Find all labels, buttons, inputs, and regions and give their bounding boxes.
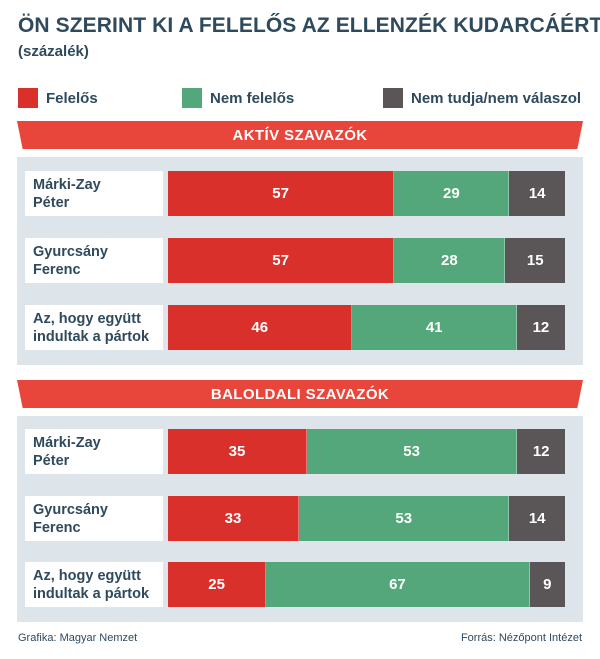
bar-value-label: 57 — [272, 252, 289, 269]
chart-subtitle: (százalék) — [18, 43, 89, 60]
bar-value-label: 33 — [224, 510, 242, 527]
row-label: Márki-Zay Péter — [33, 176, 101, 211]
bar-value-label: 25 — [208, 576, 225, 593]
bar-value-label: 12 — [532, 443, 550, 460]
section-header-left-wing-voters: BALOLDALI SZAVAZÓK — [17, 380, 583, 408]
bar-segment-not-responsible: 67 — [266, 562, 530, 607]
stacked-bar: 35 53 12 — [168, 429, 565, 474]
bar-value-label: 12 — [532, 319, 550, 336]
legend-label-responsible: Felelős — [46, 89, 98, 107]
bar-value-label: 53 — [395, 510, 413, 527]
bar-segment-dont-know: 15 — [505, 238, 565, 283]
legend-swatch-dont-know — [383, 88, 403, 108]
row-label: Gyurcsány Ferenc — [33, 243, 108, 278]
bar-value-label: 35 — [228, 443, 246, 460]
legend-label-not-responsible: Nem felelős — [210, 89, 295, 107]
row-label-box — [25, 562, 163, 607]
row-label: Márki-Zay Péter — [33, 434, 101, 469]
bar-segment-responsible: 57 — [168, 238, 395, 283]
bar-segment-responsible: 46 — [168, 305, 353, 350]
bar-segment-not-responsible: 41 — [352, 305, 517, 350]
stacked-bar: 57 28 15 — [168, 238, 565, 283]
row-label: Az, hogy együtt indultak a pártok — [33, 310, 150, 345]
source-text: Forrás: Nézőpont Intézet — [460, 632, 582, 644]
bar-value-label: 46 — [251, 319, 269, 336]
bar-segment-dont-know: 12 — [516, 305, 565, 350]
bar-segment-responsible: 57 — [168, 171, 395, 216]
bar-value-label: 67 — [389, 576, 406, 593]
bar-value-label: 28 — [441, 252, 458, 269]
section-header-active-voters: AKTÍV SZAVAZÓK — [17, 121, 583, 149]
legend-swatch-not-responsible — [182, 88, 202, 108]
bar-segment-responsible: 25 — [168, 562, 267, 607]
row-label: Az, hogy együtt indultak a pártok — [33, 567, 150, 602]
bar-value-label: 53 — [403, 443, 420, 460]
bar-segment-dont-know: 9 — [529, 562, 565, 607]
stacked-bar: 25 67 9 — [168, 562, 565, 607]
row-label-box — [25, 171, 163, 216]
row-label-box — [25, 429, 163, 474]
bar-value-label: 29 — [443, 185, 460, 202]
bar-value-label: 14 — [528, 185, 546, 202]
bar-segment-dont-know: 14 — [509, 171, 565, 216]
bar-segment-not-responsible: 28 — [394, 238, 506, 283]
bar-segment-not-responsible: 53 — [306, 429, 518, 474]
legend-item-responsible: Felelős — [18, 88, 98, 108]
bar-value-label: 9 — [543, 576, 552, 593]
bar-segment-dont-know: 14 — [509, 496, 565, 541]
legend-item-dont-know: Nem tudja/nem válaszol — [383, 88, 581, 108]
bar-segment-not-responsible: 29 — [394, 171, 510, 216]
row-label-box — [25, 305, 163, 350]
row-label-box — [25, 496, 163, 541]
stacked-bar: 57 29 14 — [168, 171, 565, 216]
bar-value-label: 14 — [528, 510, 546, 527]
bar-value-label: 41 — [425, 319, 443, 336]
bar-segment-responsible: 35 — [168, 429, 307, 474]
row-label-box — [25, 238, 163, 283]
legend-label-dont-know: Nem tudja/nem válaszol — [411, 89, 582, 107]
bar-value-label: 15 — [526, 252, 544, 269]
bar-segment-dont-know: 12 — [517, 429, 565, 474]
chart-title: ÖN SZERINT KI A FELELŐS AZ ELLENZÉK KUDA… — [18, 14, 600, 37]
bar-segment-responsible: 33 — [168, 496, 299, 541]
legend-swatch-responsible — [18, 88, 38, 108]
stacked-bar: 46 41 12 — [168, 305, 565, 350]
legend-item-not-responsible: Nem felelős — [182, 88, 294, 108]
bar-segment-not-responsible: 53 — [299, 496, 510, 541]
row-label: Gyurcsány Ferenc — [33, 501, 108, 536]
bar-value-label: 57 — [272, 185, 289, 202]
credit-text: Grafika: Magyar Nemzet — [18, 632, 138, 644]
stacked-bar: 33 53 14 — [168, 496, 565, 541]
